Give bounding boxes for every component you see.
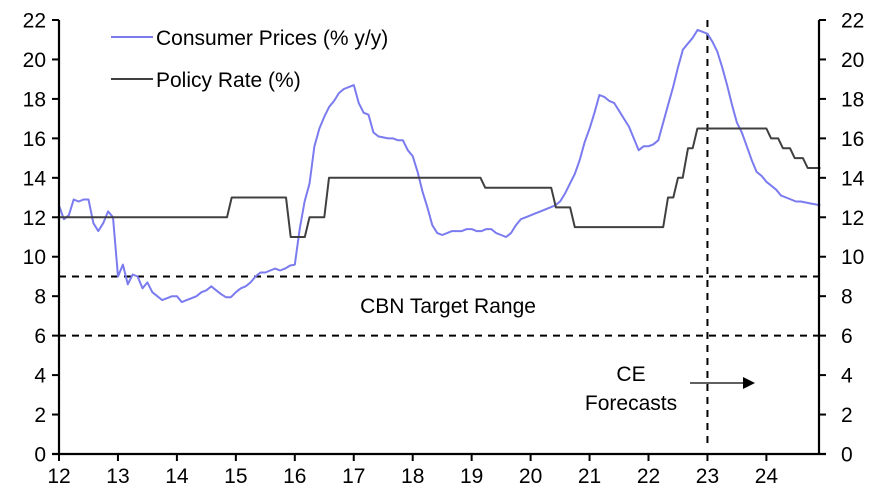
- series-line-consumer-prices: [58, 28, 821, 304]
- right-y-tick-label: 6: [841, 325, 853, 348]
- x-tick-label: 13: [106, 465, 129, 488]
- left-y-tick-label: 10: [23, 246, 46, 269]
- left-y-tick-label: 22: [23, 10, 46, 33]
- ce-forecasts-label-line1: CE: [616, 363, 645, 386]
- series-layer: [58, 28, 821, 304]
- x-tick-label: 21: [578, 465, 601, 488]
- reference-lines: [59, 20, 819, 443]
- left-y-tick-label: 14: [23, 167, 47, 190]
- axes: [52, 20, 826, 456]
- legend: Consumer Prices (% y/y) Policy Rate (%): [111, 27, 388, 92]
- right-y-tick-label: 20: [841, 49, 864, 72]
- right-y-tick-label: 8: [841, 286, 853, 309]
- legend-label-cpi: Consumer Prices (% y/y): [156, 27, 388, 50]
- cbn-target-range-label: CBN Target Range: [360, 295, 536, 318]
- x-tick-label: 15: [224, 465, 247, 488]
- left-y-tick-label: 16: [23, 128, 46, 151]
- left-y-tick-label: 8: [34, 286, 46, 309]
- right-y-tick-label: 4: [841, 365, 853, 388]
- x-tick-label: 20: [519, 465, 542, 488]
- left-y-tick-label: 12: [23, 207, 46, 230]
- right-y-tick-label: 0: [841, 444, 853, 467]
- right-y-tick-label: 18: [841, 88, 864, 111]
- forecast-arrow-head: [743, 377, 755, 389]
- left-y-tick-label: 6: [34, 325, 46, 348]
- left-y-tick-label: 20: [23, 49, 46, 72]
- legend-label-policy: Policy Rate (%): [156, 69, 301, 92]
- left-y-tick-label: 2: [34, 404, 46, 427]
- series-line-policy-rate: [59, 127, 821, 238]
- x-tick-label: 22: [637, 465, 660, 488]
- annotations: CBN Target Range CE Forecasts: [360, 295, 755, 415]
- right-y-tick-label: 12: [841, 207, 864, 230]
- x-tick-label: 17: [342, 465, 365, 488]
- right-y-tick-label: 10: [841, 246, 864, 269]
- x-tick-label: 19: [460, 465, 483, 488]
- x-tick-label: 24: [755, 465, 779, 488]
- x-tick-label: 12: [47, 465, 70, 488]
- ce-forecasts-label-line2: Forecasts: [585, 392, 677, 415]
- x-tick-label: 18: [401, 465, 424, 488]
- left-y-tick-label: 0: [34, 444, 46, 467]
- right-y-tick-label: 14: [841, 167, 865, 190]
- right-y-tick-label: 2: [841, 404, 853, 427]
- x-tick-label: 16: [283, 465, 306, 488]
- right-y-tick-label: 22: [841, 10, 864, 33]
- x-tick-label: 23: [696, 465, 719, 488]
- left-y-tick-label: 18: [23, 88, 46, 111]
- right-y-tick-label: 16: [841, 128, 864, 151]
- left-y-tick-label: 4: [34, 365, 46, 388]
- x-tick-label: 14: [165, 465, 189, 488]
